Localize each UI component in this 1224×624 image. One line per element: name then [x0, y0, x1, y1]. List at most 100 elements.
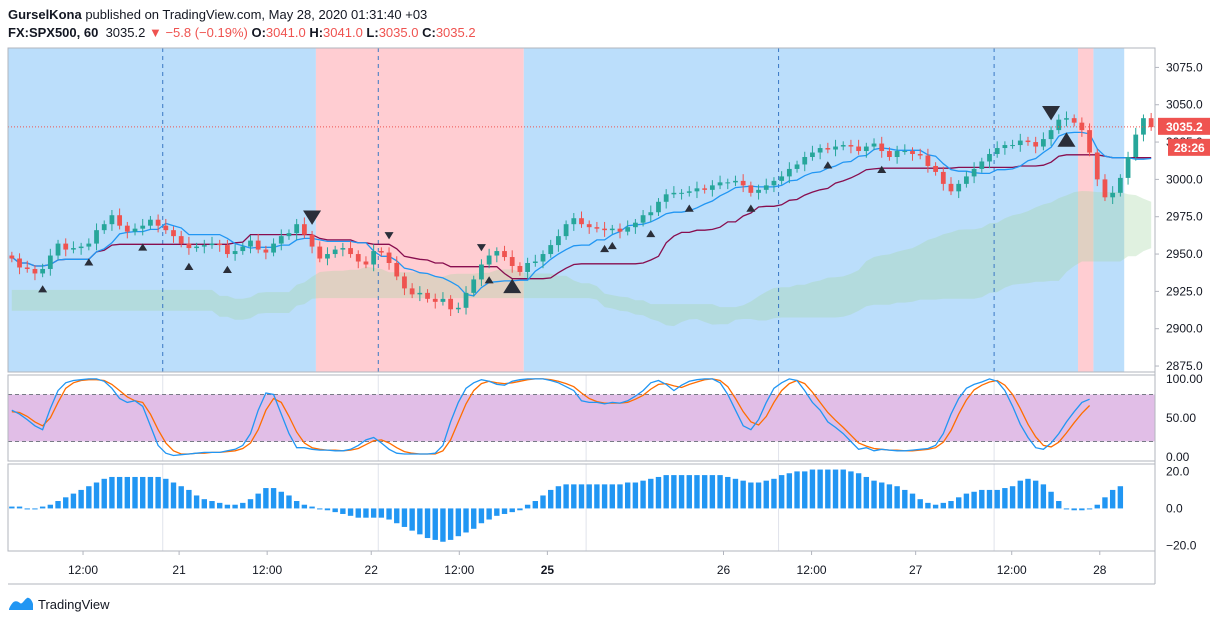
- histogram-bar[interactable]: [755, 482, 762, 509]
- candle[interactable]: [779, 171, 785, 185]
- histogram-bar[interactable]: [963, 493, 970, 509]
- candle[interactable]: [956, 180, 962, 199]
- histogram-bar[interactable]: [147, 476, 154, 509]
- candle[interactable]: [887, 147, 892, 161]
- histogram-bar[interactable]: [401, 508, 408, 527]
- histogram-bar[interactable]: [717, 475, 723, 509]
- histogram-bar[interactable]: [78, 489, 84, 509]
- candle[interactable]: [940, 166, 946, 191]
- stochastic-panel[interactable]: [8, 378, 1155, 457]
- candle[interactable]: [55, 239, 61, 260]
- histogram-bar[interactable]: [1040, 484, 1047, 509]
- candle[interactable]: [163, 218, 169, 234]
- candle[interactable]: [332, 245, 338, 258]
- histogram-bar[interactable]: [586, 484, 592, 509]
- histogram-bar[interactable]: [594, 484, 600, 509]
- histogram-bar[interactable]: [771, 478, 777, 509]
- histogram-bar[interactable]: [293, 501, 300, 509]
- candle[interactable]: [217, 239, 223, 252]
- candle[interactable]: [402, 272, 407, 296]
- candle[interactable]: [694, 181, 700, 199]
- histogram-bar[interactable]: [186, 489, 192, 509]
- histogram-bar[interactable]: [917, 499, 923, 509]
- histogram-bar[interactable]: [517, 508, 523, 511]
- candle[interactable]: [86, 238, 92, 251]
- candle[interactable]: [355, 250, 361, 269]
- candle[interactable]: [902, 144, 908, 155]
- histogram-bar[interactable]: [725, 476, 731, 509]
- candle[interactable]: [494, 247, 500, 263]
- histogram-bar[interactable]: [424, 508, 431, 539]
- histogram-bar[interactable]: [70, 493, 77, 509]
- candle[interactable]: [1079, 117, 1085, 137]
- histogram-bar[interactable]: [1002, 488, 1008, 509]
- histogram-bar[interactable]: [1063, 508, 1070, 510]
- histogram-bar[interactable]: [871, 480, 877, 509]
- histogram-bar[interactable]: [832, 469, 839, 509]
- candle[interactable]: [586, 220, 592, 234]
- histogram-panel[interactable]: [9, 469, 1124, 542]
- candle[interactable]: [17, 253, 22, 275]
- histogram-bar[interactable]: [16, 506, 23, 509]
- histogram-bar[interactable]: [417, 508, 423, 535]
- histogram-bar[interactable]: [332, 508, 338, 513]
- candle[interactable]: [825, 142, 831, 154]
- histogram-bar[interactable]: [455, 508, 462, 537]
- candle[interactable]: [124, 221, 130, 239]
- candle[interactable]: [479, 259, 484, 287]
- candle[interactable]: [132, 223, 138, 236]
- histogram-bar[interactable]: [217, 502, 223, 509]
- histogram-bar[interactable]: [740, 480, 746, 509]
- histogram-bar[interactable]: [524, 504, 531, 509]
- histogram-bar[interactable]: [1109, 489, 1116, 509]
- histogram-bar[interactable]: [432, 508, 438, 540]
- histogram-bar[interactable]: [532, 501, 539, 509]
- histogram-bar[interactable]: [902, 489, 908, 509]
- histogram-bar[interactable]: [24, 508, 30, 510]
- histogram-bar[interactable]: [494, 508, 500, 516]
- histogram-bar[interactable]: [794, 471, 800, 509]
- candle[interactable]: [409, 283, 415, 299]
- histogram-bar[interactable]: [563, 484, 569, 509]
- histogram-bar[interactable]: [825, 469, 831, 509]
- histogram-bar[interactable]: [124, 476, 131, 509]
- candle[interactable]: [532, 254, 538, 267]
- candle[interactable]: [440, 292, 446, 306]
- histogram-bar[interactable]: [809, 469, 816, 509]
- histogram-bar[interactable]: [286, 495, 292, 509]
- candle[interactable]: [1110, 186, 1116, 205]
- candle[interactable]: [671, 186, 677, 199]
- histogram-bar[interactable]: [478, 508, 485, 524]
- candle[interactable]: [394, 256, 400, 281]
- histogram-bar[interactable]: [255, 493, 261, 509]
- candle[interactable]: [386, 247, 392, 270]
- candle[interactable]: [1117, 174, 1123, 197]
- histogram-bar[interactable]: [879, 482, 885, 509]
- candle[interactable]: [40, 263, 46, 278]
- histogram-bar[interactable]: [701, 475, 708, 509]
- histogram-bar[interactable]: [47, 504, 54, 509]
- histogram-bar[interactable]: [224, 504, 231, 509]
- candle[interactable]: [648, 205, 654, 222]
- candle[interactable]: [702, 184, 708, 194]
- histogram-bar[interactable]: [509, 508, 515, 513]
- histogram-bar[interactable]: [840, 469, 846, 509]
- candle[interactable]: [1025, 136, 1031, 146]
- candle[interactable]: [1141, 114, 1146, 142]
- histogram-bar[interactable]: [663, 475, 669, 509]
- histogram-bar[interactable]: [686, 475, 692, 509]
- histogram-bar[interactable]: [732, 478, 739, 509]
- candle[interactable]: [879, 136, 885, 158]
- candle[interactable]: [794, 160, 800, 173]
- candle[interactable]: [317, 241, 323, 263]
- candle[interactable]: [255, 233, 261, 254]
- candle[interactable]: [640, 210, 646, 227]
- histogram-bar[interactable]: [155, 476, 161, 509]
- candle[interactable]: [733, 175, 738, 187]
- candle[interactable]: [1071, 114, 1077, 127]
- candle[interactable]: [840, 141, 846, 151]
- histogram-bar[interactable]: [55, 501, 61, 509]
- candle[interactable]: [948, 177, 954, 196]
- candle[interactable]: [602, 221, 607, 237]
